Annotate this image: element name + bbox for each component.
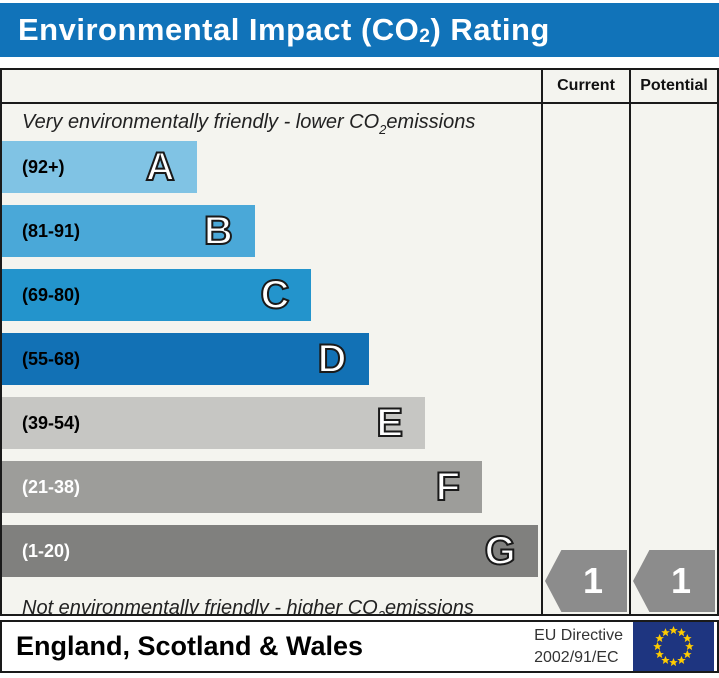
page-title-subscript: 2 <box>419 26 431 47</box>
potential-column: 1 <box>629 104 717 614</box>
top-note-text: Very environmentally friendly - lower CO <box>22 111 380 133</box>
top-note-suffix: emissions <box>386 111 476 133</box>
eu-directive-label: EU Directive 2002/91/EC <box>534 625 623 668</box>
band-row-e: (39-54) E <box>2 397 541 449</box>
band-range-a: (92+) <box>22 156 65 177</box>
header-potential: Potential <box>629 70 717 104</box>
band-range-e: (39-54) <box>22 412 81 433</box>
band-letter-d: D <box>317 337 348 381</box>
current-rating-value: 1 <box>582 560 604 601</box>
band-bar-d: (55-68) D <box>2 333 369 385</box>
region-label: England, Scotland & Wales <box>16 631 364 661</box>
eu-flag-icon <box>633 622 714 671</box>
band-row-g: (1-20) G <box>2 525 541 577</box>
current-column: 1 <box>541 104 629 614</box>
eu-directive-line1: EU Directive <box>534 626 623 644</box>
band-bar-a: (92+) A <box>2 141 197 193</box>
band-range-f: (21-38) <box>22 476 81 497</box>
header-current: Current <box>541 70 629 104</box>
band-range-b: (81-91) <box>22 220 81 241</box>
band-letter-a: A <box>145 145 176 189</box>
current-rating-arrow: 1 <box>545 550 627 612</box>
band-letter-f: F <box>435 465 461 509</box>
top-note-subscript: 2 <box>379 122 387 137</box>
footer: England, Scotland & Wales EU Directive 2… <box>0 620 719 673</box>
band-row-b: (81-91) B <box>2 205 541 257</box>
band-row-f: (21-38) F <box>2 461 541 513</box>
chart-area: Very environmentally friendly - lower CO… <box>2 104 541 614</box>
page-title-prefix: Environmental Impact (CO <box>18 12 420 47</box>
band-letter-c: C <box>259 273 290 317</box>
bottom-note-subscript: 2 <box>378 608 385 614</box>
potential-rating-value: 1 <box>670 560 692 601</box>
band-bar-g: (1-20) G <box>2 525 538 577</box>
band-bar-e: (39-54) E <box>2 397 426 449</box>
eu-directive-line2: 2002/91/EC <box>534 648 619 666</box>
bottom-note: Not environmentally friendly - higher CO… <box>2 589 541 615</box>
band-bar-f: (21-38) F <box>2 461 483 513</box>
band-letter-g: G <box>484 529 517 573</box>
bottom-note-text: Not environmentally friendly - higher CO <box>22 596 378 615</box>
page-title: Environmental Impact (CO 2) Rating <box>0 3 719 57</box>
band-row-c: (69-80) C <box>2 269 541 321</box>
band-range-g: (1-20) <box>22 540 71 561</box>
rating-table: Current Potential Very environmentally f… <box>0 68 719 616</box>
band-range-c: (69-80) <box>22 284 81 305</box>
header-main-cell <box>2 70 541 104</box>
band-row-d: (55-68) D <box>2 333 541 385</box>
bottom-note-suffix: emissions <box>384 596 474 615</box>
band-letter-e: E <box>375 401 404 445</box>
band-bar-c: (69-80) C <box>2 269 312 321</box>
band-range-d: (55-68) <box>22 348 81 369</box>
footer-right-group: EU Directive 2002/91/EC <box>534 622 717 671</box>
band-row-a: (92+) A <box>2 141 541 193</box>
band-letter-b: B <box>203 209 234 253</box>
band-bar-b: (81-91) B <box>2 205 255 257</box>
top-note: Very environmentally friendly - lower CO… <box>2 104 541 141</box>
page-title-suffix: ) Rating <box>430 12 550 47</box>
potential-rating-arrow: 1 <box>633 550 715 612</box>
